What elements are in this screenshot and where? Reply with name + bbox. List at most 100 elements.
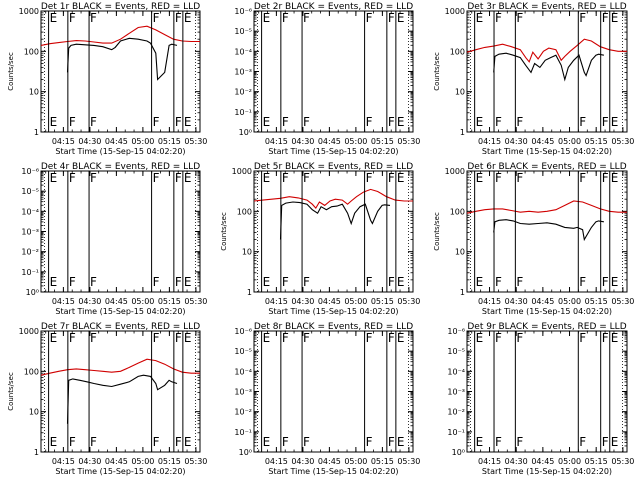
- y-tick-label: 10⁰: [239, 448, 252, 457]
- x-tick-label: 05:00: [344, 297, 367, 306]
- x-tick-label: 05:15: [585, 137, 608, 146]
- flag-label-top: F: [282, 331, 289, 345]
- flag-label-top: F: [175, 11, 182, 25]
- y-tick-label: 100: [24, 47, 39, 56]
- y-tick-label: 10⁻¹: [234, 108, 252, 117]
- x-tick-label: 05:00: [558, 137, 581, 146]
- x-tick-label: 04:15: [52, 297, 75, 306]
- x-tick-label: 05:30: [184, 297, 207, 306]
- flag-label-bottom: F: [282, 115, 289, 129]
- flag-label-top: F: [366, 171, 373, 185]
- flag-label-bottom: E: [611, 435, 619, 449]
- x-tick-label: 05:00: [558, 457, 581, 466]
- y-axis-label: Counts/sec: [7, 372, 15, 411]
- plot-frame: [466, 170, 628, 293]
- flag-label-top: E: [611, 11, 619, 25]
- flag-label-top: F: [175, 331, 182, 345]
- chart-panel-5: Det 5r BLACK = Events, RED = LLD 1 10 100 10…: [220, 162, 420, 316]
- flag-label-bottom: F: [366, 275, 373, 289]
- flag-label-bottom: E: [263, 115, 271, 129]
- x-tick-label: 05:30: [184, 137, 207, 146]
- flag-label-bottom: F: [602, 275, 609, 289]
- flag-label-top: F: [175, 171, 182, 185]
- flag-label-bottom: F: [388, 115, 395, 129]
- flag-label-bottom: F: [153, 435, 160, 449]
- x-tick-label: 05:30: [397, 137, 420, 146]
- flag-label-bottom: F: [579, 275, 586, 289]
- x-axis-label: Start Time (15-Sep-15 04:02:20): [482, 147, 612, 156]
- flag-label-top: F: [303, 171, 310, 185]
- flag-label-bottom: E: [50, 435, 58, 449]
- y-tick-label: 1000: [232, 167, 252, 176]
- y-tick-label: 10⁻⁴: [234, 47, 252, 56]
- x-tick-label: 05:30: [611, 297, 634, 306]
- y-tick-label: 10⁻⁴: [21, 207, 39, 216]
- x-axis-label: Start Time (15-Sep-15 04:02:20): [55, 307, 185, 316]
- x-tick-label: 04:45: [105, 457, 128, 466]
- lld-series-line: [253, 188, 413, 210]
- flag-label-top: F: [516, 171, 523, 185]
- events-series-line: [66, 37, 178, 81]
- flag-label-bottom: F: [303, 115, 310, 129]
- y-tick-label: 10⁰: [452, 448, 465, 457]
- plot-frame: [40, 330, 201, 453]
- y-tick-label: 100: [24, 367, 39, 376]
- chart-title: Det 1r BLACK = Events, RED = LLD: [41, 2, 200, 12]
- flag-label-top: E: [476, 331, 484, 345]
- flag-label-top: E: [397, 11, 405, 25]
- x-tick-label: 05:15: [158, 297, 181, 306]
- y-tick-label: 10⁻⁶: [234, 327, 252, 336]
- flag-label-top: F: [602, 331, 609, 345]
- x-axis-label: Start Time (15-Sep-15 04:02:20): [55, 147, 185, 156]
- flag-label-top: F: [153, 331, 160, 345]
- flag-label-bottom: E: [50, 115, 58, 129]
- flag-label-bottom: E: [263, 275, 271, 289]
- y-tick-label: 10: [455, 248, 465, 257]
- y-tick-label: 1000: [445, 7, 465, 16]
- flag-label-top: F: [495, 11, 502, 25]
- flag-label-bottom: F: [516, 435, 523, 449]
- flag-label-top: E: [50, 331, 58, 345]
- flag-label-top: F: [579, 171, 586, 185]
- x-tick-label: 05:15: [158, 457, 181, 466]
- y-tick-label: 1: [247, 288, 252, 297]
- plot-frame: [253, 10, 414, 133]
- flag-label-top: F: [388, 11, 395, 25]
- flag-label-bottom: F: [602, 115, 609, 129]
- flag-label-bottom: F: [495, 435, 502, 449]
- y-tick-label: 10⁻³: [234, 68, 252, 77]
- x-tick-label: 04:15: [52, 457, 75, 466]
- x-axis-label: Start Time (15-Sep-15 04:02:20): [482, 467, 612, 476]
- flag-label-top: F: [388, 331, 395, 345]
- flag-label-bottom: F: [69, 435, 76, 449]
- y-tick-label: 10⁻²: [234, 88, 252, 97]
- lld-series-line: [40, 358, 200, 376]
- flag-label-bottom: F: [388, 275, 395, 289]
- flag-label-top: F: [602, 171, 609, 185]
- x-tick-label: 04:15: [478, 137, 501, 146]
- x-tick-label: 04:30: [78, 457, 101, 466]
- flag-label-bottom: F: [175, 115, 182, 129]
- y-tick-label: 10: [455, 88, 465, 97]
- flag-label-top: E: [397, 331, 405, 345]
- flag-label-top: E: [263, 11, 271, 25]
- chart-title: Det 3r BLACK = Events, RED = LLD: [467, 2, 626, 12]
- flag-label-bottom: E: [184, 435, 192, 449]
- x-tick-label: 05:30: [184, 457, 207, 466]
- flag-label-bottom: E: [476, 115, 484, 129]
- x-tick-label: 05:30: [611, 457, 634, 466]
- y-tick-label: 10⁻³: [21, 228, 39, 237]
- flag-label-bottom: F: [366, 115, 373, 129]
- x-tick-label: 05:00: [131, 297, 154, 306]
- flag-label-top: F: [495, 171, 502, 185]
- flag-label-bottom: F: [153, 275, 160, 289]
- flag-label-bottom: F: [90, 115, 97, 129]
- flag-label-top: F: [90, 331, 97, 345]
- chart-panel-4: Det 4r BLACK = Events, RED = LLD 10⁰ 10⁻¹ 1…: [21, 162, 207, 316]
- flag-label-bottom: F: [366, 435, 373, 449]
- flag-label-bottom: F: [69, 115, 76, 129]
- lld-series-line: [466, 38, 627, 63]
- x-tick-label: 04:45: [105, 297, 128, 306]
- plot-frame: [466, 330, 628, 453]
